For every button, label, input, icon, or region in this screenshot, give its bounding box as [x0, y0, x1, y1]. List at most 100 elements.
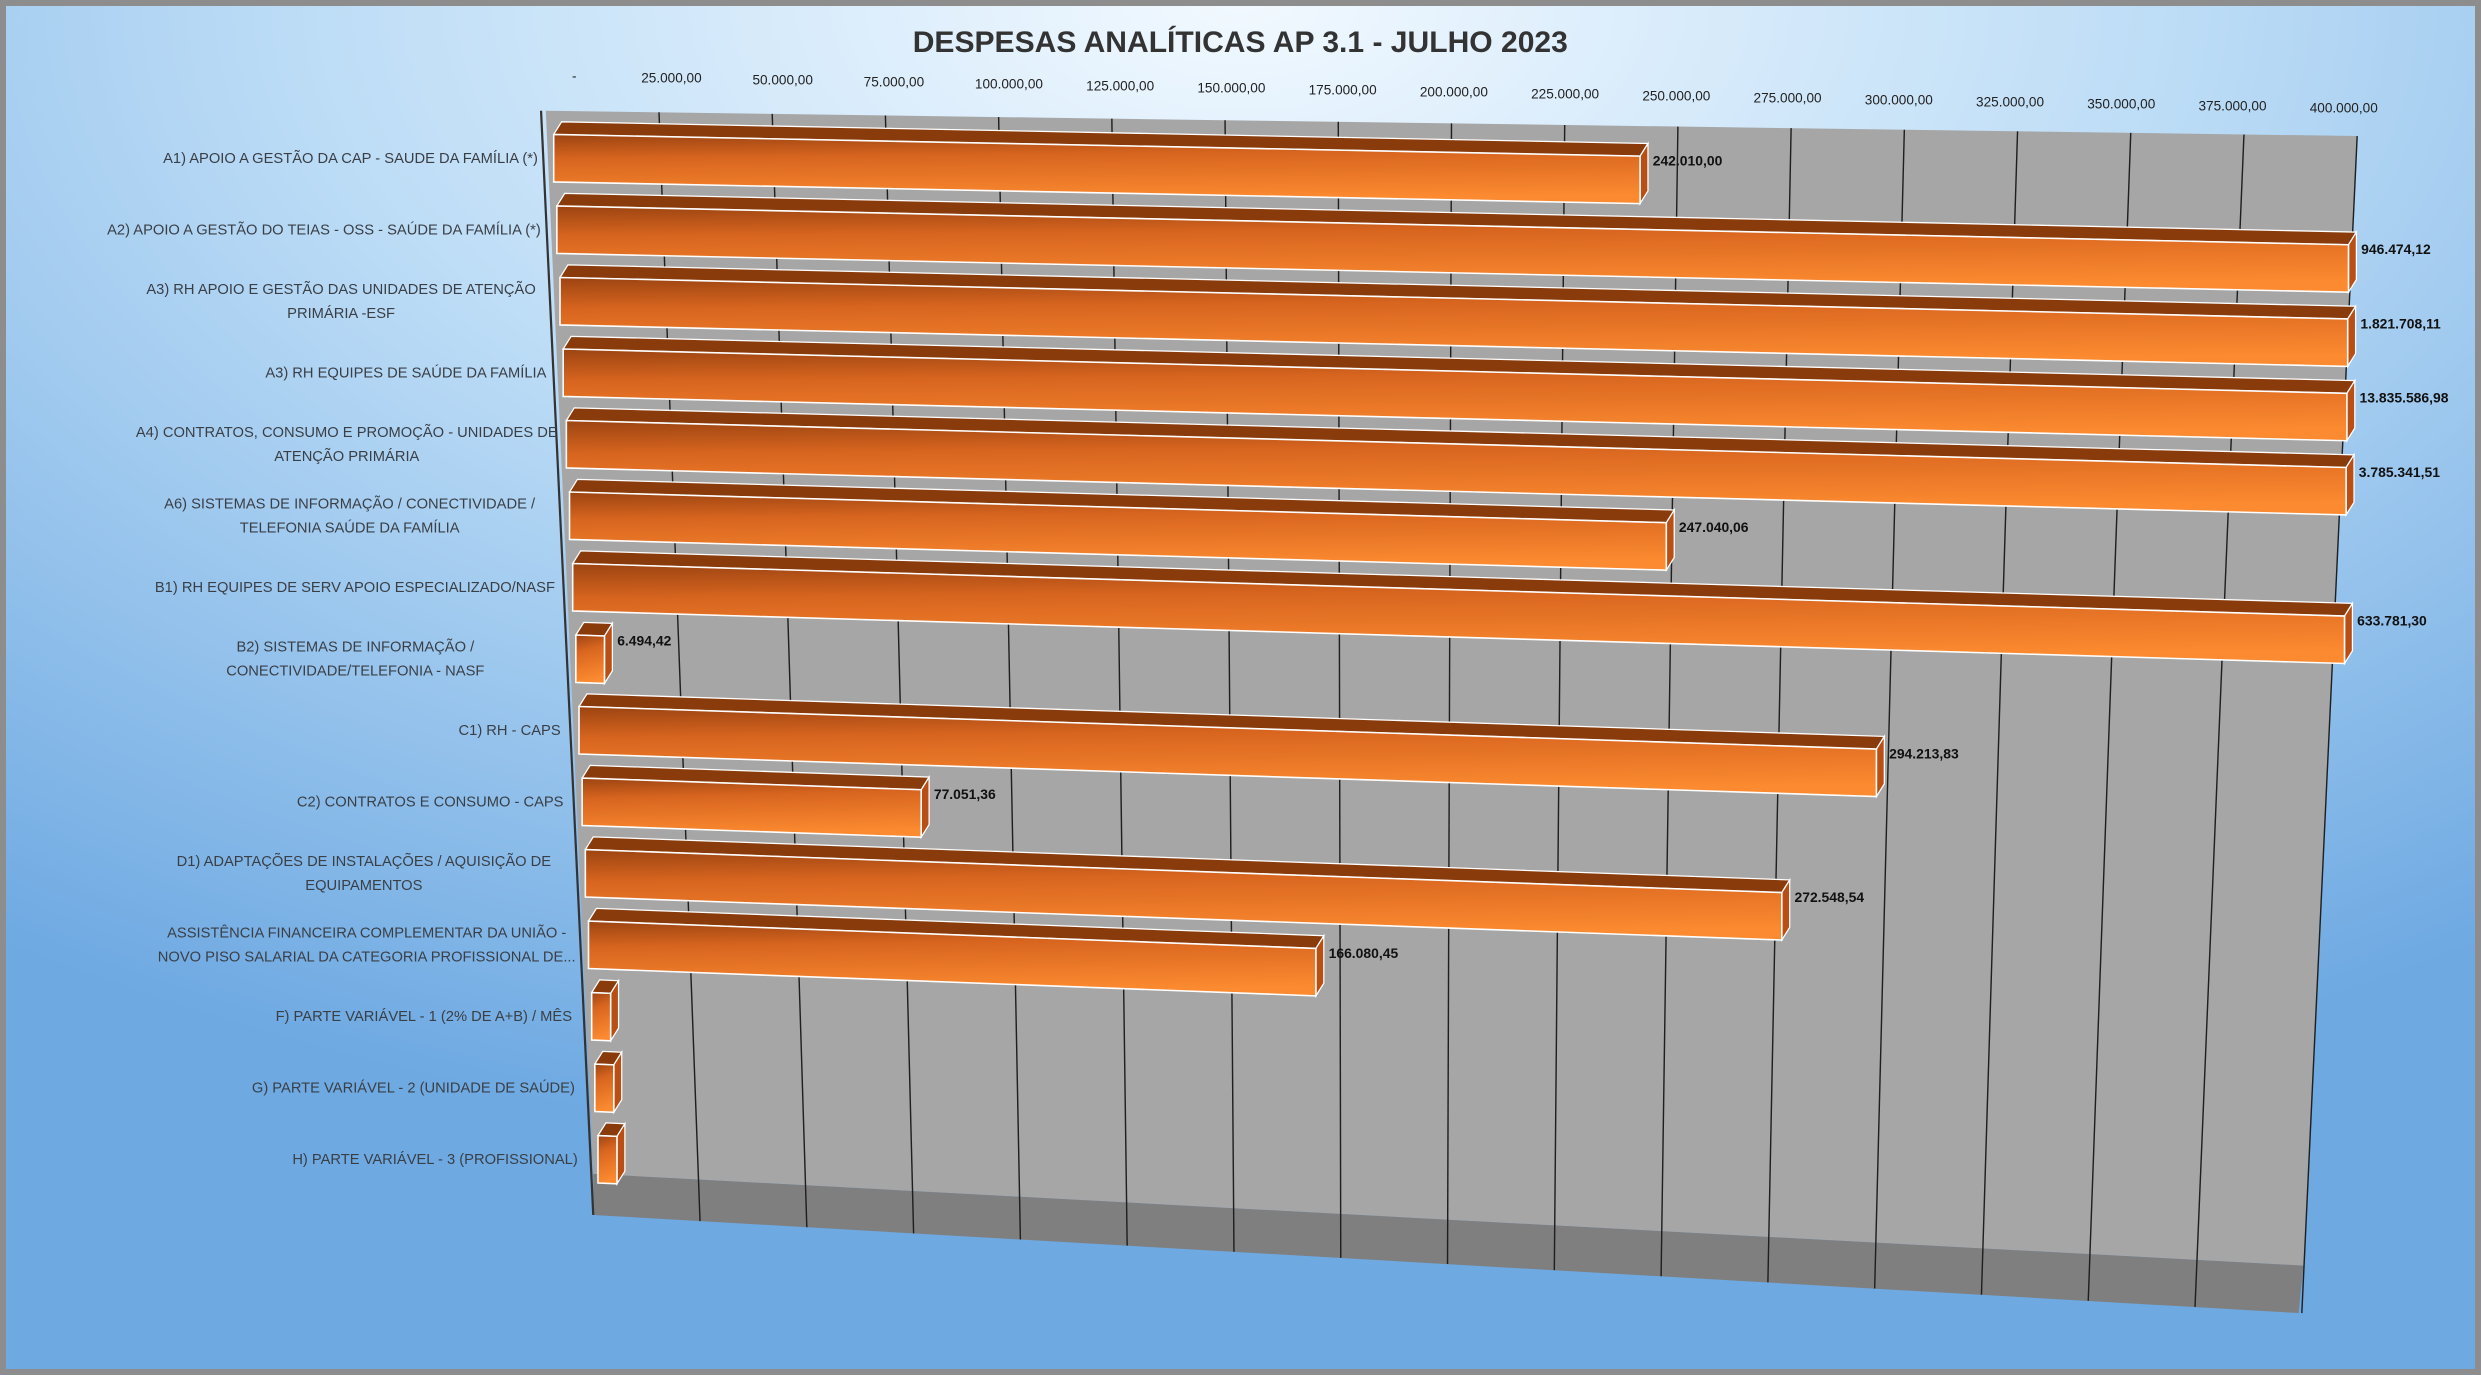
category-label-line: D1) ADAPTAÇÕES DE INSTALAÇÕES / AQUISIÇÃ…	[177, 853, 552, 870]
x-tick-label: 375.000,00	[2198, 98, 2266, 113]
bar-front-face	[562, 348, 2348, 442]
bar	[587, 907, 1325, 999]
bar-front-face	[594, 1063, 615, 1114]
bar	[552, 121, 1650, 206]
category-label: A2) APOIO A GESTÃO DO TEIAS - OSS - SAÚD…	[107, 221, 541, 238]
data-label: 13.835.586,98	[2360, 390, 2449, 406]
category-label: B1) RH EQUIPES DE SERV APOIO ESPECIALIZA…	[155, 580, 555, 596]
bar	[568, 478, 1676, 573]
x-tick-label: 325.000,00	[1976, 94, 2044, 109]
x-tick-label: 125.000,00	[1086, 79, 1154, 94]
bars	[552, 121, 2358, 1187]
category-label: A1) APOIO A GESTÃO DA CAP - SAUDE DA FAM…	[163, 150, 538, 167]
bar-front-face	[597, 1134, 618, 1185]
category-label: A6) SISTEMAS DE INFORMAÇÃO / CONECTIVIDA…	[164, 496, 536, 537]
category-label: B2) SISTEMAS DE INFORMAÇÃO / CONECTIVIDAD…	[226, 639, 484, 680]
category-label-line: EQUIPAMENTOS	[305, 878, 422, 894]
category-label: ASSISTÊNCIA FINANCEIRA COMPLEMENTAR DA U…	[158, 925, 576, 966]
category-labels: A1) APOIO A GESTÃO DA CAP - SAUDE DA FAM…	[107, 150, 578, 1168]
bar	[577, 693, 1886, 799]
bar	[562, 335, 2356, 443]
x-tick-label: 250.000,00	[1642, 88, 1710, 103]
category-label-line: A3) RH APOIO E GESTÃO DAS UNIDADES DE AT…	[146, 281, 535, 298]
category-label-line: H) PARTE VARIÁVEL - 3 (PROFISSIONAL)	[292, 1151, 577, 1168]
category-label-line: C2) CONTRATOS E CONSUMO - CAPS	[297, 795, 564, 811]
bar-front-face	[559, 276, 2349, 368]
x-tick-label: 75.000,00	[864, 75, 925, 90]
bar-front-face	[581, 777, 922, 839]
bar-front-face	[568, 491, 1668, 571]
category-label-line: G) PARTE VARIÁVEL - 2 (UNIDADE DE SAÚDE)	[252, 1080, 575, 1097]
floor	[593, 1173, 2304, 1314]
bar	[584, 836, 1791, 943]
category-label-line: A6) SISTEMAS DE INFORMAÇÃO / CONECTIVIDA…	[164, 496, 536, 513]
data-label: 242.010,00	[1653, 153, 1723, 169]
category-label-line: A2) APOIO A GESTÃO DO TEIAS - OSS - SAÚD…	[107, 221, 541, 238]
category-label-line: ATENÇÃO PRIMÁRIA	[274, 448, 419, 465]
x-tick-label: 150.000,00	[1197, 81, 1265, 96]
chart-title: DESPESAS ANALÍTICAS AP 3.1 - JULHO 2023	[913, 25, 1568, 59]
data-label: 6.494,42	[617, 632, 671, 648]
bar-front-face	[584, 848, 1783, 941]
bar	[593, 1049, 623, 1115]
category-label: A3) RH EQUIPES DE SAÚDE DA FAMÍLIA	[265, 364, 546, 381]
x-tick-label: 225.000,00	[1531, 86, 1599, 101]
bar-front-face	[578, 705, 1878, 798]
bar	[581, 764, 931, 840]
data-label: 166.080,45	[1329, 945, 1399, 961]
data-label: 946.474,12	[2361, 241, 2431, 257]
bar	[590, 978, 620, 1044]
bar-front-face	[590, 991, 612, 1042]
x-tick-label: 275.000,00	[1754, 90, 1822, 105]
bar-front-face	[565, 419, 2347, 516]
bar	[571, 550, 2354, 666]
category-label: C1) RH - CAPS	[459, 723, 561, 739]
category-label-line: CONECTIVIDADE/TELEFONIA - NASF	[226, 663, 484, 679]
data-label: 77.051,36	[934, 786, 996, 802]
bar	[558, 264, 2357, 369]
category-label: F) PARTE VARIÁVEL - 1 (2% DE A+B) / MÊS	[276, 1008, 573, 1025]
x-tick-label: 300.000,00	[1865, 92, 1933, 107]
category-label-line: TELEFONIA SAÚDE DA FAMÍLIA	[240, 519, 460, 536]
bar	[555, 192, 2358, 295]
category-label: H) PARTE VARIÁVEL - 3 (PROFISSIONAL)	[292, 1151, 577, 1168]
bar	[565, 407, 2356, 518]
x-tick-label: 200.000,00	[1420, 85, 1488, 100]
category-label-line: F) PARTE VARIÁVEL - 1 (2% DE A+B) / MÊS	[276, 1008, 573, 1025]
data-label: 3.785.341,51	[2359, 464, 2440, 480]
category-label: C2) CONTRATOS E CONSUMO - CAPS	[297, 795, 564, 811]
category-label-line: PRIMÁRIA -ESF	[287, 305, 395, 322]
category-label-line: A4) CONTRATOS, CONSUMO E PROMOÇÃO - UNID…	[136, 424, 558, 441]
data-label: 1.821.708,11	[2360, 315, 2441, 331]
category-label-line: ASSISTÊNCIA FINANCEIRA COMPLEMENTAR DA U…	[167, 925, 566, 942]
y-axis-line	[539, 110, 595, 1216]
category-label: A4) CONTRATOS, CONSUMO E PROMOÇÃO - UNID…	[136, 424, 558, 465]
x-tick-label: 400.000,00	[2310, 100, 2378, 115]
category-label: A3) RH APOIO E GESTÃO DAS UNIDADES DE AT…	[146, 281, 535, 322]
x-tick-label: 175.000,00	[1309, 83, 1377, 98]
bar-front-face	[552, 133, 1641, 205]
category-label-line: NOVO PISO SALARIAL DA CATEGORIA PROFISSI…	[158, 949, 576, 965]
category-label-line: C1) RH - CAPS	[459, 723, 561, 739]
data-label: 633.781,30	[2357, 612, 2427, 628]
x-tick-label: 100.000,00	[975, 77, 1043, 92]
bar-front-face	[556, 205, 2350, 294]
category-label-line: A3) RH EQUIPES DE SAÚDE DA FAMÍLIA	[265, 364, 546, 381]
x-axis-ticks: - 25.000,00 50.000,00 75.000,00 100.000,00 12…	[572, 69, 2378, 116]
bar-front-face	[571, 562, 2346, 665]
data-label: 272.548,54	[1794, 889, 1864, 905]
category-label: G) PARTE VARIÁVEL - 2 (UNIDADE DE SAÚDE)	[252, 1080, 575, 1097]
x-tick-label: -	[572, 69, 577, 84]
bar-front-face	[587, 920, 1317, 997]
x-tick-label: 50.000,00	[752, 73, 813, 88]
category-label-line: B1) RH EQUIPES DE SERV APOIO ESPECIALIZA…	[155, 580, 555, 596]
category-label-line: A1) APOIO A GESTÃO DA CAP - SAUDE DA FAM…	[163, 150, 538, 167]
bar	[596, 1121, 627, 1187]
data-label: 247.040,06	[1679, 519, 1749, 535]
data-label: 294.213,83	[1889, 746, 1959, 762]
x-tick-label: 25.000,00	[641, 71, 702, 86]
data-labels: 242.010,00 946.474,12 1.821.708,11 13.835.5…	[617, 153, 2449, 961]
x-tick-label: 350.000,00	[2087, 96, 2155, 111]
